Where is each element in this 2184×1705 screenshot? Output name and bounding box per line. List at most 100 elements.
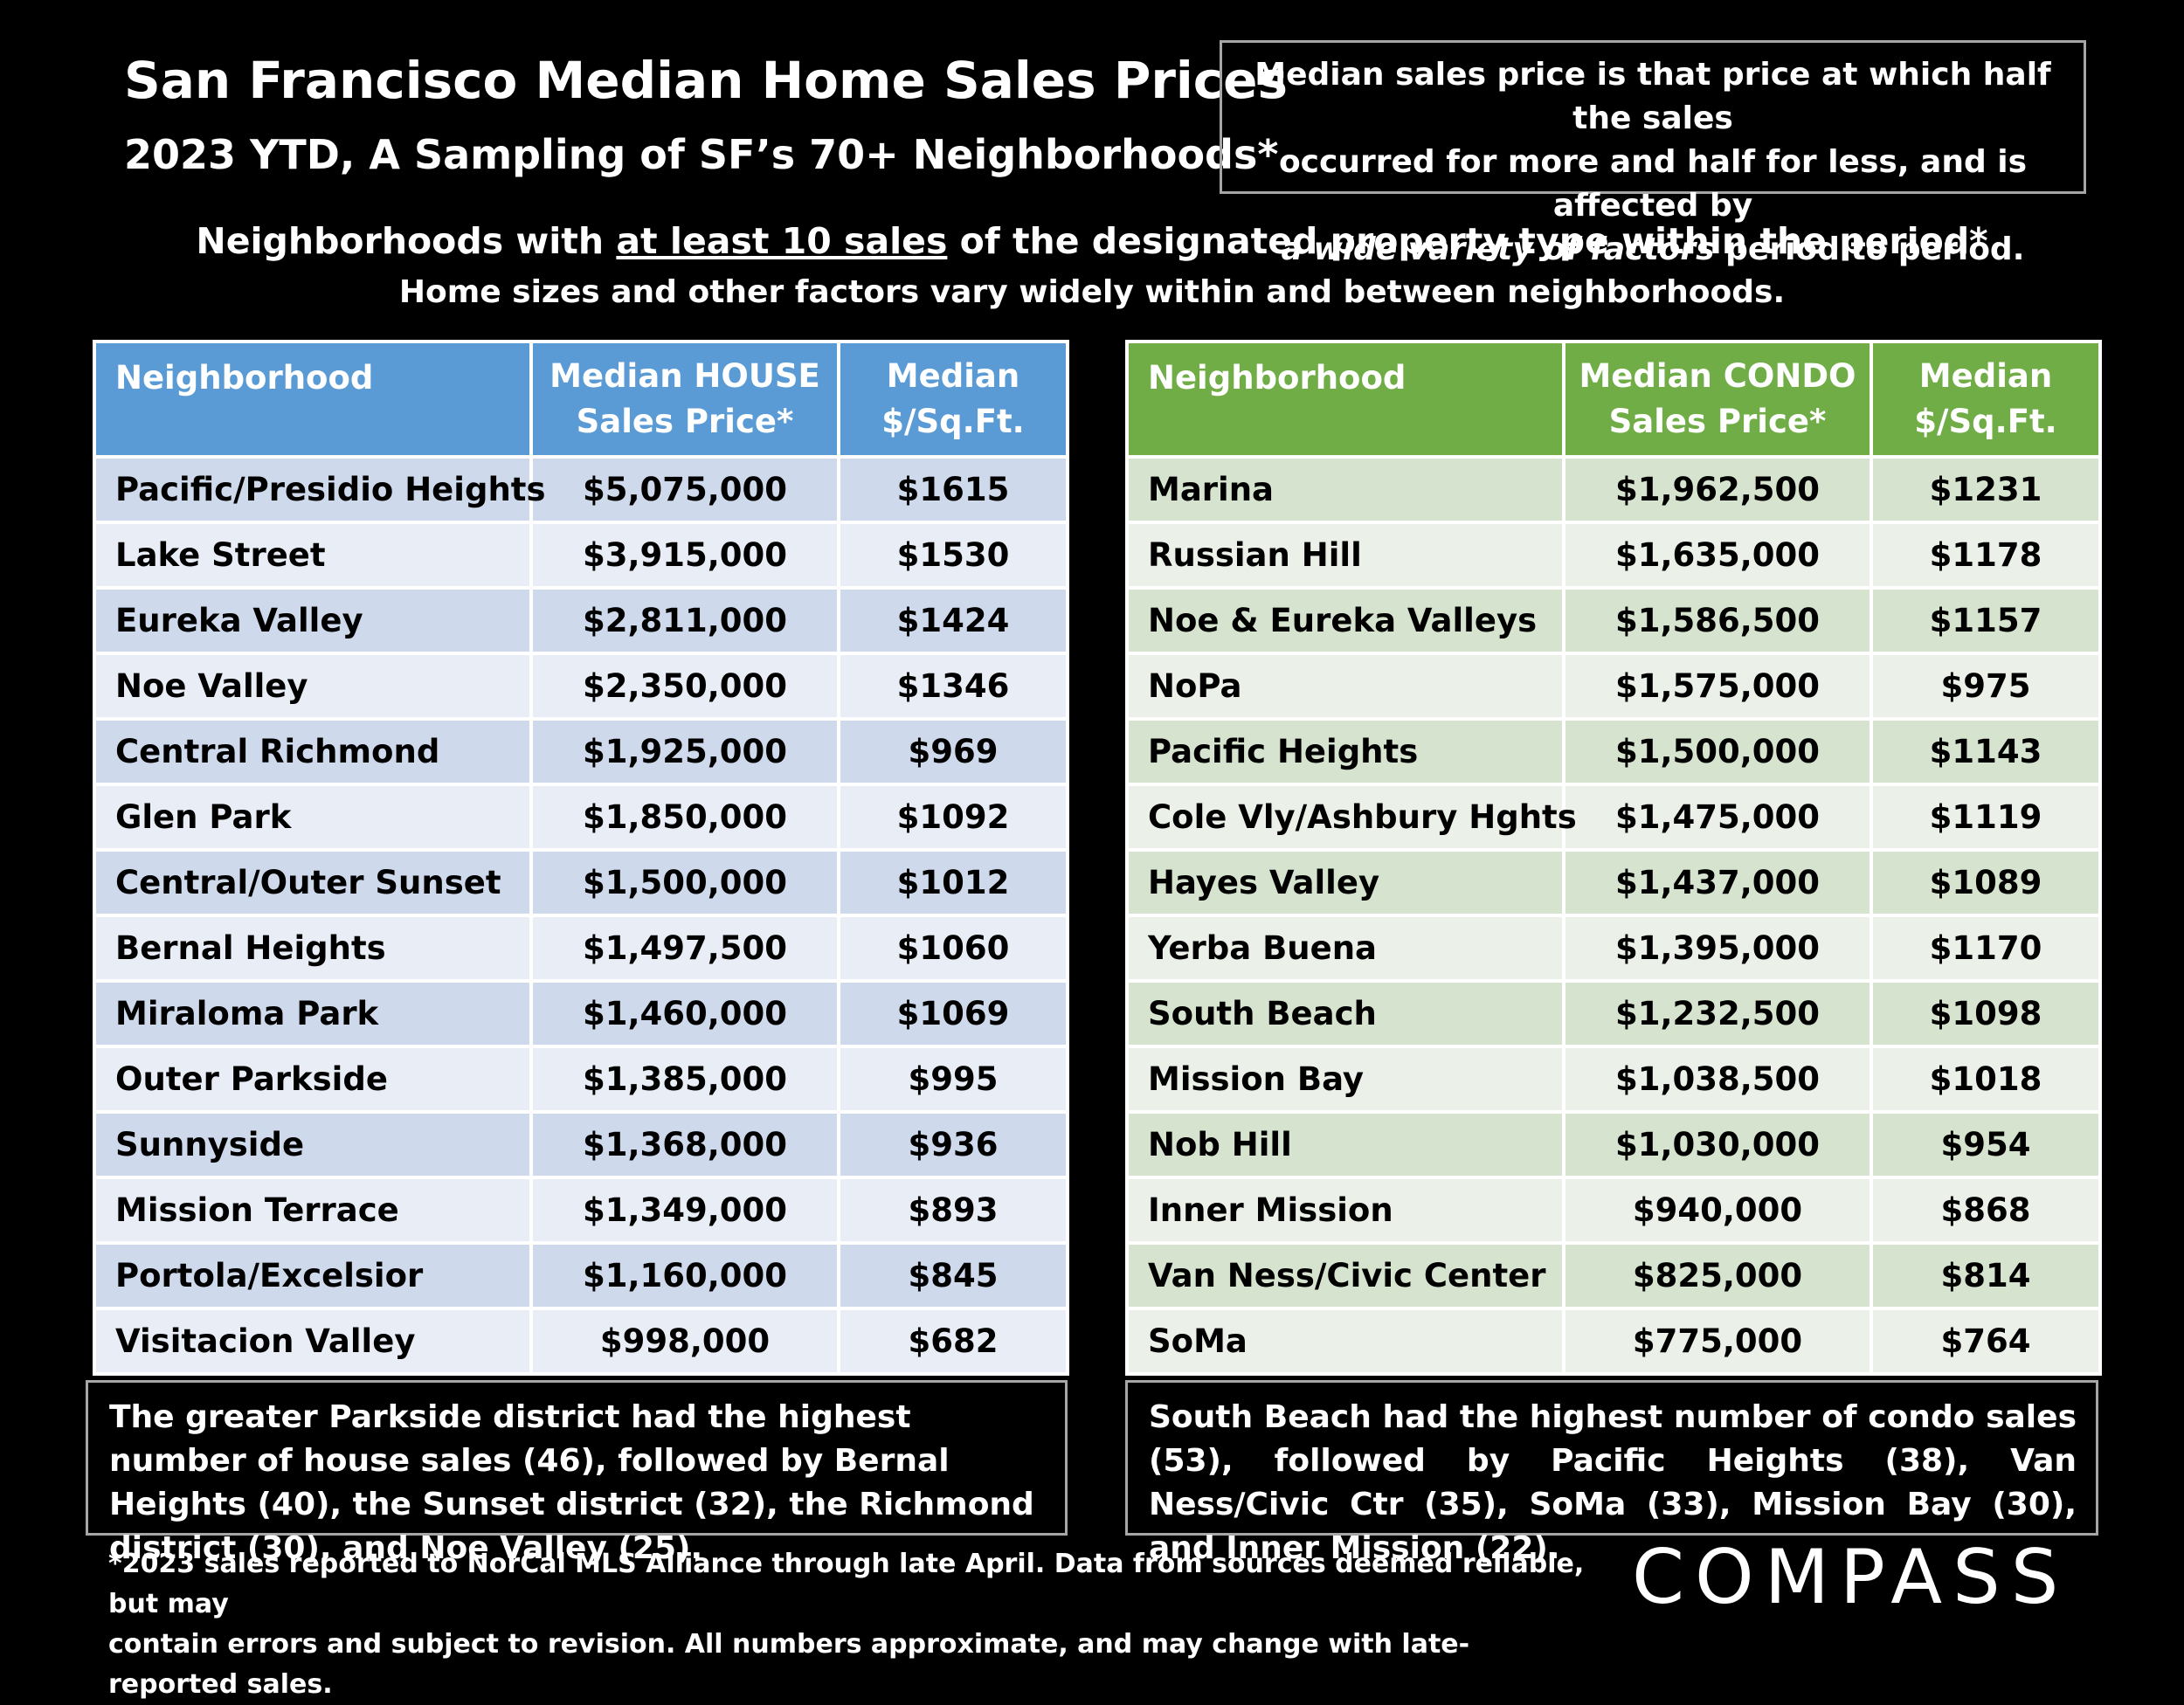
heading-underlined: at least 10 sales xyxy=(616,220,948,262)
condo-cell-price-per-sqft: $814 xyxy=(1870,1241,2102,1310)
house-cell-price-per-sqft: $682 xyxy=(837,1307,1069,1376)
house-cell-price: $1,385,000 xyxy=(529,1045,840,1114)
house-cell-neighborhood: Eureka Valley xyxy=(93,586,533,655)
condo-cell-price-per-sqft: $1231 xyxy=(1870,455,2102,524)
condo-cell-price: $1,635,000 xyxy=(1562,521,1873,590)
condo-cell-price: $1,038,500 xyxy=(1562,1045,1873,1114)
note-line-3-rest: period to period. xyxy=(1714,231,2025,267)
house-cell-price: $2,350,000 xyxy=(529,652,840,721)
condo-table-row: SoMa $775,000 $764 xyxy=(1125,1307,2102,1376)
condo-table-row: Nob Hill $1,030,000 $954 xyxy=(1125,1110,2102,1179)
condo-header-neighborhood: Neighborhood xyxy=(1125,340,1565,459)
condo-cell-price-per-sqft: $868 xyxy=(1870,1176,2102,1245)
definition-note-box: Median sales price is that price at whic… xyxy=(1220,40,2086,267)
house-table-row: Noe Valley $2,350,000 $1346 xyxy=(93,652,1069,721)
footnote-line-1: *2023 sales reported to NorCal MLS Allia… xyxy=(108,1549,1585,1619)
condo-cell-neighborhood: Marina xyxy=(1125,455,1565,524)
condo-header-price-line: Median CONDO xyxy=(1579,357,1856,395)
condo-cell-price: $825,000 xyxy=(1562,1241,1873,1310)
house-cell-price-per-sqft: $1092 xyxy=(837,783,1069,852)
house-cell-price: $2,811,000 xyxy=(529,586,840,655)
condo-cell-price-per-sqft: $954 xyxy=(1870,1110,2102,1179)
note-line-1: Median sales price is that price at whic… xyxy=(1254,57,2051,136)
page-title: San Francisco Median Home Sales Prices xyxy=(124,51,1289,110)
condo-cell-neighborhood: Noe & Eureka Valleys xyxy=(1125,586,1565,655)
condo-cell-neighborhood: Cole Vly/Ashbury Hghts xyxy=(1125,783,1577,852)
condo-table-row: Inner Mission $940,000 $868 xyxy=(1125,1176,2102,1245)
condo-cell-neighborhood: Hayes Valley xyxy=(1125,848,1565,917)
house-cell-price: $1,925,000 xyxy=(529,717,840,786)
condo-cell-neighborhood: Yerba Buena xyxy=(1125,914,1565,983)
condo-table-row: Hayes Valley $1,437,000 $1089 xyxy=(1125,848,2102,917)
house-cell-price-per-sqft: $1346 xyxy=(837,652,1069,721)
house-table-row: Central Richmond $1,925,000 $969 xyxy=(93,717,1069,786)
house-header-price-per-sqft-line: Median xyxy=(886,357,1020,395)
house-table-row: Eureka Valley $2,811,000 $1424 xyxy=(93,586,1069,655)
condo-header-price-per-sqft-line: $/Sq.Ft. xyxy=(1914,403,2057,440)
condo-prices-table: Neighborhood Median CONDO Sales Price* Medi… xyxy=(1125,340,2102,1376)
heading-pre: Neighborhoods with xyxy=(196,220,617,262)
house-header-price-per-sqft: Median $/Sq.Ft. xyxy=(837,340,1069,459)
section-heading: Neighborhoods with at least 10 sales of … xyxy=(0,220,2184,262)
heading-post: of the designated property type within t… xyxy=(947,220,1988,262)
house-cell-price: $5,075,000 xyxy=(529,455,840,524)
house-header-neighborhood-line: Neighborhood xyxy=(115,359,374,397)
house-cell-price-per-sqft: $1069 xyxy=(837,979,1069,1048)
condo-cell-price-per-sqft: $1170 xyxy=(1870,914,2102,983)
condo-table-row: Marina $1,962,500 $1231 xyxy=(1125,455,2102,524)
condo-cell-price-per-sqft: $1143 xyxy=(1870,717,2102,786)
house-table-header-row: Neighborhood Median HOUSE Sales Price* Medi… xyxy=(93,340,1069,459)
house-header-price: Median HOUSE Sales Price* xyxy=(529,340,840,459)
house-table-row: Lake Street $3,915,000 $1530 xyxy=(93,521,1069,590)
condo-cell-price: $1,475,000 xyxy=(1562,783,1873,852)
condo-table-row: Cole Vly/Ashbury Hghts $1,475,000 $1119 xyxy=(1125,783,2102,852)
house-table-row: Mission Terrace $1,349,000 $893 xyxy=(93,1176,1069,1245)
condo-cell-neighborhood: Nob Hill xyxy=(1125,1110,1565,1179)
condo-table-row: Mission Bay $1,038,500 $1018 xyxy=(1125,1045,2102,1114)
condo-table-body: Marina $1,962,500 $1231 Russian Hill $1,635,… xyxy=(1125,455,2102,1376)
house-table-row: Pacific/Presidio Heights $5,075,000 $1615 xyxy=(93,455,1069,524)
condo-cell-price-per-sqft: $1178 xyxy=(1870,521,2102,590)
house-cell-price: $1,460,000 xyxy=(529,979,840,1048)
house-header-price-per-sqft-line: $/Sq.Ft. xyxy=(881,403,1025,440)
condo-cell-price: $1,586,500 xyxy=(1562,586,1873,655)
house-cell-price-per-sqft: $893 xyxy=(837,1176,1069,1245)
house-cell-neighborhood: Central Richmond xyxy=(93,717,533,786)
house-cell-neighborhood: Sunnyside xyxy=(93,1110,533,1179)
house-header-price-line: Median HOUSE xyxy=(549,357,820,395)
house-cell-neighborhood: Glen Park xyxy=(93,783,533,852)
condo-cell-neighborhood: Van Ness/Civic Center xyxy=(1125,1241,1565,1310)
house-cell-price-per-sqft: $1060 xyxy=(837,914,1069,983)
house-table-row: Glen Park $1,850,000 $1092 xyxy=(93,783,1069,852)
house-cell-neighborhood: Lake Street xyxy=(93,521,533,590)
house-cell-neighborhood: Central/Outer Sunset xyxy=(93,848,533,917)
condo-cell-price: $1,395,000 xyxy=(1562,914,1873,983)
condo-cell-neighborhood: South Beach xyxy=(1125,979,1565,1048)
condo-cell-price: $940,000 xyxy=(1562,1176,1873,1245)
condo-cell-price: $1,962,500 xyxy=(1562,455,1873,524)
note-line-3: a wide variety of factors period to peri… xyxy=(1222,228,2084,272)
condo-cell-neighborhood: Pacific Heights xyxy=(1125,717,1565,786)
condo-cell-price: $1,575,000 xyxy=(1562,652,1873,721)
condo-header-price: Median CONDO Sales Price* xyxy=(1562,340,1873,459)
house-table-row: Central/Outer Sunset $1,500,000 $1012 xyxy=(93,848,1069,917)
house-table-row: Sunnyside $1,368,000 $936 xyxy=(93,1110,1069,1179)
compass-logo: COMPASS xyxy=(1632,1534,2070,1621)
condo-table-row: Russian Hill $1,635,000 $1178 xyxy=(1125,521,2102,590)
footnote: *2023 sales reported to NorCal MLS Allia… xyxy=(108,1544,1593,1705)
house-cell-price-per-sqft: $1530 xyxy=(837,521,1069,590)
house-cell-price-per-sqft: $1012 xyxy=(837,848,1069,917)
house-cell-neighborhood: Portola/Excelsior xyxy=(93,1241,533,1310)
condo-cell-price-per-sqft: $1119 xyxy=(1870,783,2102,852)
house-cell-neighborhood: Noe Valley xyxy=(93,652,533,721)
house-cell-price: $998,000 xyxy=(529,1307,840,1376)
condo-table-row: Van Ness/Civic Center $825,000 $814 xyxy=(1125,1241,2102,1310)
house-summary-box: The greater Parkside district had the hi… xyxy=(86,1380,1068,1566)
house-cell-price: $1,497,500 xyxy=(529,914,840,983)
note-line-2: occurred for more and half for less, and… xyxy=(1278,144,2028,224)
house-cell-price-per-sqft: $969 xyxy=(837,717,1069,786)
condo-table-row: Noe & Eureka Valleys $1,586,500 $1157 xyxy=(1125,586,2102,655)
condo-header-price-per-sqft: Median $/Sq.Ft. xyxy=(1870,340,2102,459)
condo-cell-price: $1,437,000 xyxy=(1562,848,1873,917)
house-cell-neighborhood: Outer Parkside xyxy=(93,1045,533,1114)
